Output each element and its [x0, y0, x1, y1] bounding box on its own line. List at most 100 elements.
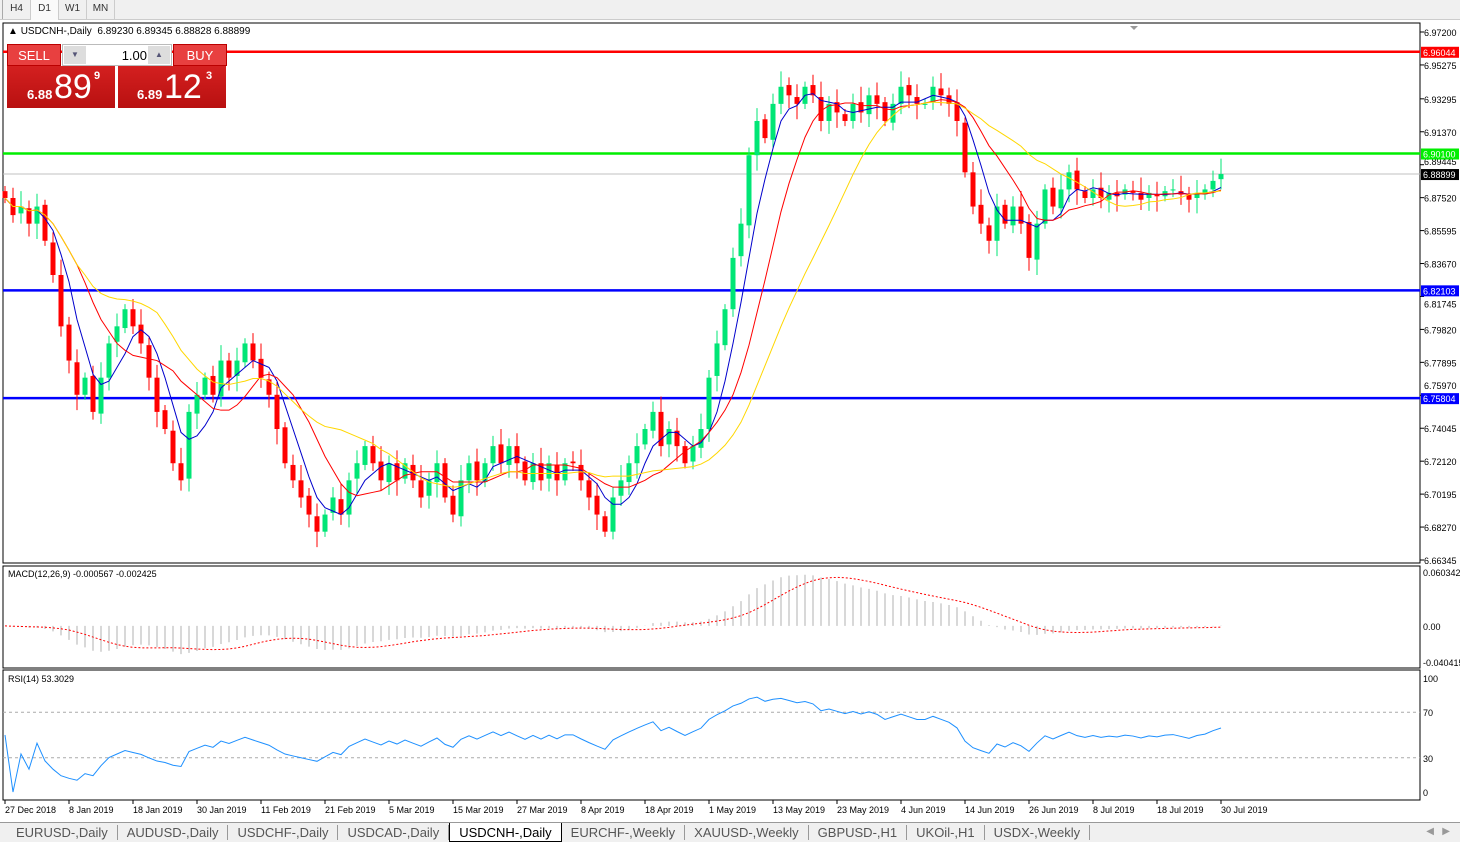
bull-candle: [322, 514, 328, 532]
date-label: 18 Jul 2019: [1157, 805, 1204, 815]
bear-candle: [914, 97, 920, 104]
bear-candle: [1002, 204, 1008, 224]
bull-candle: [458, 480, 464, 517]
price-tick-label: 6.81745: [1424, 299, 1457, 309]
bear-candle: [986, 225, 992, 241]
bull-candle: [34, 206, 40, 224]
bear-candle: [1074, 170, 1080, 190]
tf-mn[interactable]: MN: [87, 0, 115, 20]
bull-candle: [1042, 189, 1048, 224]
price-level-label: 6.96044: [1423, 48, 1456, 58]
lot-value[interactable]: 1.00: [121, 48, 147, 63]
date-label: 26 Jun 2019: [1029, 805, 1079, 815]
tf-w1[interactable]: W1: [59, 0, 87, 20]
tf-h4[interactable]: H4: [3, 0, 31, 20]
bear-candle: [50, 242, 56, 275]
price-tick-label: 6.66345: [1424, 556, 1457, 566]
one-click-trading-panel: SELL ▼ 1.00 ▲ BUY 6.88 89 9 6.89 12 3: [7, 44, 227, 108]
bear-candle: [1082, 191, 1088, 198]
tab-xauusd[interactable]: XAUUSD-,Weekly: [685, 825, 809, 840]
lot-size-input[interactable]: ▼ 1.00 ▲: [62, 44, 172, 66]
tab-scroll-arrows-icon[interactable]: ◀ ▶: [1426, 826, 1450, 837]
bull-candle: [1106, 192, 1112, 200]
price-tick-label: 6.91370: [1424, 128, 1457, 138]
price-tick-label: 6.95275: [1424, 61, 1457, 71]
sell-price-button[interactable]: 6.88 89 9: [7, 66, 115, 108]
bear-candle: [1154, 194, 1160, 197]
bull-candle: [466, 463, 472, 481]
tab-usdchf[interactable]: USDCHF-,Daily: [228, 825, 339, 840]
buy-button[interactable]: BUY: [173, 44, 227, 66]
collapse-triangle-icon[interactable]: ▲: [8, 26, 18, 37]
lot-decrease-icon[interactable]: ▼: [64, 46, 86, 64]
bull-candle: [490, 446, 496, 464]
bear-candle: [306, 495, 312, 515]
bear-candle: [954, 102, 960, 121]
bull-candle: [738, 223, 744, 257]
date-label: 14 Jun 2019: [965, 805, 1015, 815]
bear-candle: [602, 516, 608, 532]
date-label: 8 Apr 2019: [581, 805, 625, 815]
bull-candle: [1202, 189, 1208, 195]
tab-audusd[interactable]: AUDUSD-,Daily: [118, 825, 229, 840]
date-label: 1 May 2019: [709, 805, 756, 815]
bull-candle: [730, 257, 736, 310]
date-label: 30 Jul 2019: [1221, 805, 1268, 815]
buy-price-prefix: 6.89: [137, 87, 163, 102]
tab-eurusd[interactable]: EURUSD-,Daily: [0, 825, 118, 840]
bull-candle: [562, 463, 568, 481]
bear-candle: [554, 464, 560, 481]
price-tick-label: 6.87520: [1424, 194, 1457, 204]
bull-candle: [626, 463, 632, 483]
bear-candle: [842, 114, 848, 121]
bear-candle: [1050, 187, 1056, 207]
bear-candle: [906, 85, 912, 96]
bear-candle: [978, 204, 984, 224]
tab-usdcad[interactable]: USDCAD-,Daily: [338, 825, 450, 840]
timeframe-toolbar: H4 D1 W1 MN: [0, 0, 1460, 20]
date-label: 30 Jan 2019: [197, 805, 247, 815]
bull-candle: [714, 343, 720, 376]
bear-candle: [538, 463, 544, 481]
date-label: 21 Feb 2019: [325, 805, 376, 815]
date-label: 18 Jan 2019: [133, 805, 183, 815]
bull-candle: [1210, 180, 1216, 190]
bull-candle: [706, 377, 712, 430]
sell-button[interactable]: SELL: [7, 44, 61, 66]
bear-candle: [410, 464, 416, 481]
buy-price-button[interactable]: 6.89 12 3: [118, 66, 226, 108]
rsi-line: [4, 696, 1222, 793]
tab-gbpusd[interactable]: GBPUSD-,H1: [809, 825, 908, 840]
bull-candle: [1090, 189, 1096, 198]
bear-candle: [522, 461, 528, 481]
bear-candle: [658, 411, 664, 447]
date-label: 27 Mar 2019: [517, 805, 568, 815]
bear-candle: [810, 85, 816, 96]
bear-candle: [282, 427, 288, 464]
chart-header: ▲ USDCNH-,Daily 6.89230 6.89345 6.88828 …: [8, 26, 250, 37]
bear-candle: [66, 324, 72, 361]
bull-candle: [530, 463, 536, 483]
chart-area[interactable]: 6.97200 6.95275 6.93295 6.91370 6.89445 6.875…: [0, 21, 1460, 821]
bull-candle: [546, 463, 552, 479]
bull-candle: [1218, 174, 1224, 180]
tab-eurchf[interactable]: EURCHF-,Weekly: [562, 825, 686, 840]
sell-price-pips: 89: [54, 68, 92, 106]
bull-candle: [1058, 189, 1064, 209]
lot-increase-icon[interactable]: ▲: [148, 46, 170, 64]
tab-ukoil[interactable]: UKOil-,H1: [907, 825, 985, 840]
tab-usdcnh[interactable]: USDCNH-,Daily: [449, 823, 562, 842]
bull-candle: [1170, 189, 1176, 191]
bull-candle: [434, 463, 440, 483]
tf-d1[interactable]: D1: [31, 0, 59, 20]
bull-candle: [202, 377, 208, 395]
bear-candle: [882, 102, 888, 121]
bear-candle: [594, 495, 600, 515]
bull-candle: [386, 463, 392, 483]
bull-candle: [898, 86, 904, 104]
sell-price-prefix: 6.88: [27, 87, 53, 102]
bull-candle: [994, 206, 1000, 241]
date-label: 15 Mar 2019: [453, 805, 504, 815]
price-pane: [2, 22, 1421, 564]
tab-usdx[interactable]: USDX-,Weekly: [985, 825, 1091, 840]
